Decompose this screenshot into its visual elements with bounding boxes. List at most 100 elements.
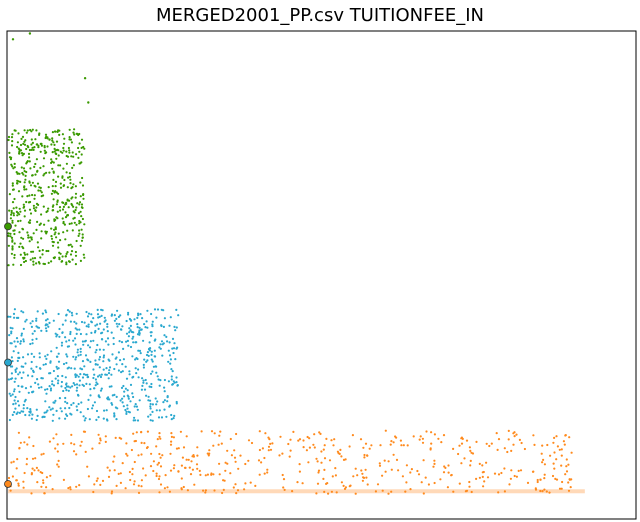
data-point [93,373,96,376]
data-point [19,340,22,343]
data-point [119,399,122,402]
data-point [32,260,35,263]
data-point [59,182,62,185]
data-point [234,483,237,486]
data-point [53,150,56,153]
data-point [45,135,48,138]
data-point [93,401,96,404]
data-point [28,156,31,159]
data-point [45,210,48,214]
data-point [56,148,59,151]
data-point [164,474,167,477]
data-point [128,331,131,334]
plot-marks [4,32,585,495]
data-point [54,180,58,183]
data-point [108,359,111,362]
data-point [340,481,343,484]
data-point [263,456,266,460]
data-point [401,475,404,478]
data-point [20,376,23,380]
data-point [159,347,162,350]
data-point [7,135,11,139]
data-point [39,189,42,192]
data-point [31,250,35,253]
data-point [79,244,82,247]
data-point [41,312,45,315]
data-point [56,130,59,133]
data-point [71,229,74,232]
data-point [166,486,169,489]
data-point [77,394,80,397]
data-point [12,350,15,353]
data-point [323,444,326,447]
data-point [137,491,141,494]
data-point [165,415,168,418]
data-point [140,485,143,488]
data-point [149,407,152,410]
data-point [67,487,70,490]
data-point [143,388,147,391]
data-point [402,444,405,447]
data-point [131,355,134,358]
data-point [561,480,564,484]
data-point [101,309,104,312]
data-point [163,399,166,402]
data-point [32,204,36,207]
data-point [79,221,82,224]
data-point [37,144,40,147]
data-point [31,375,34,378]
data-point [42,165,45,168]
data-point [31,257,34,260]
data-point [139,313,142,316]
data-point [135,357,138,360]
data-point [90,321,93,324]
data-point [142,467,145,470]
data-point [553,436,556,439]
data-point [158,384,161,387]
data-point [71,186,74,189]
data-point [11,165,14,168]
data-point [95,348,98,352]
data-point [51,167,54,170]
data-point [168,405,171,408]
data-point [87,312,91,315]
data-point [200,430,203,433]
data-point [74,250,77,254]
data-point [33,197,36,200]
data-point [43,172,46,175]
data-point [317,469,321,472]
data-point [296,481,299,484]
data-point [78,201,82,204]
data-point [72,339,75,342]
data-point [44,388,47,391]
data-point [134,367,137,370]
data-point [26,374,30,377]
data-point [113,412,116,415]
data-point [67,146,70,150]
data-point [233,449,236,452]
data-point [15,367,18,370]
data-point [32,148,35,151]
data-point [22,142,25,145]
data-point [91,407,94,410]
data-point [56,210,59,213]
data-point [166,400,169,403]
data-point [108,398,111,401]
data-point [87,344,90,347]
data-point [376,483,380,486]
data-point [12,207,15,210]
data-point [98,348,101,351]
data-point [131,337,134,340]
data-point [84,417,87,420]
data-point [27,152,31,155]
data-point [63,178,66,182]
data-point [49,361,52,364]
data-point [172,347,176,350]
data-point [127,395,130,398]
data-point [65,340,68,343]
data-point [68,172,71,175]
data-point [114,357,117,360]
data-point [134,341,137,344]
data-point [25,147,28,151]
data-point [16,172,19,175]
